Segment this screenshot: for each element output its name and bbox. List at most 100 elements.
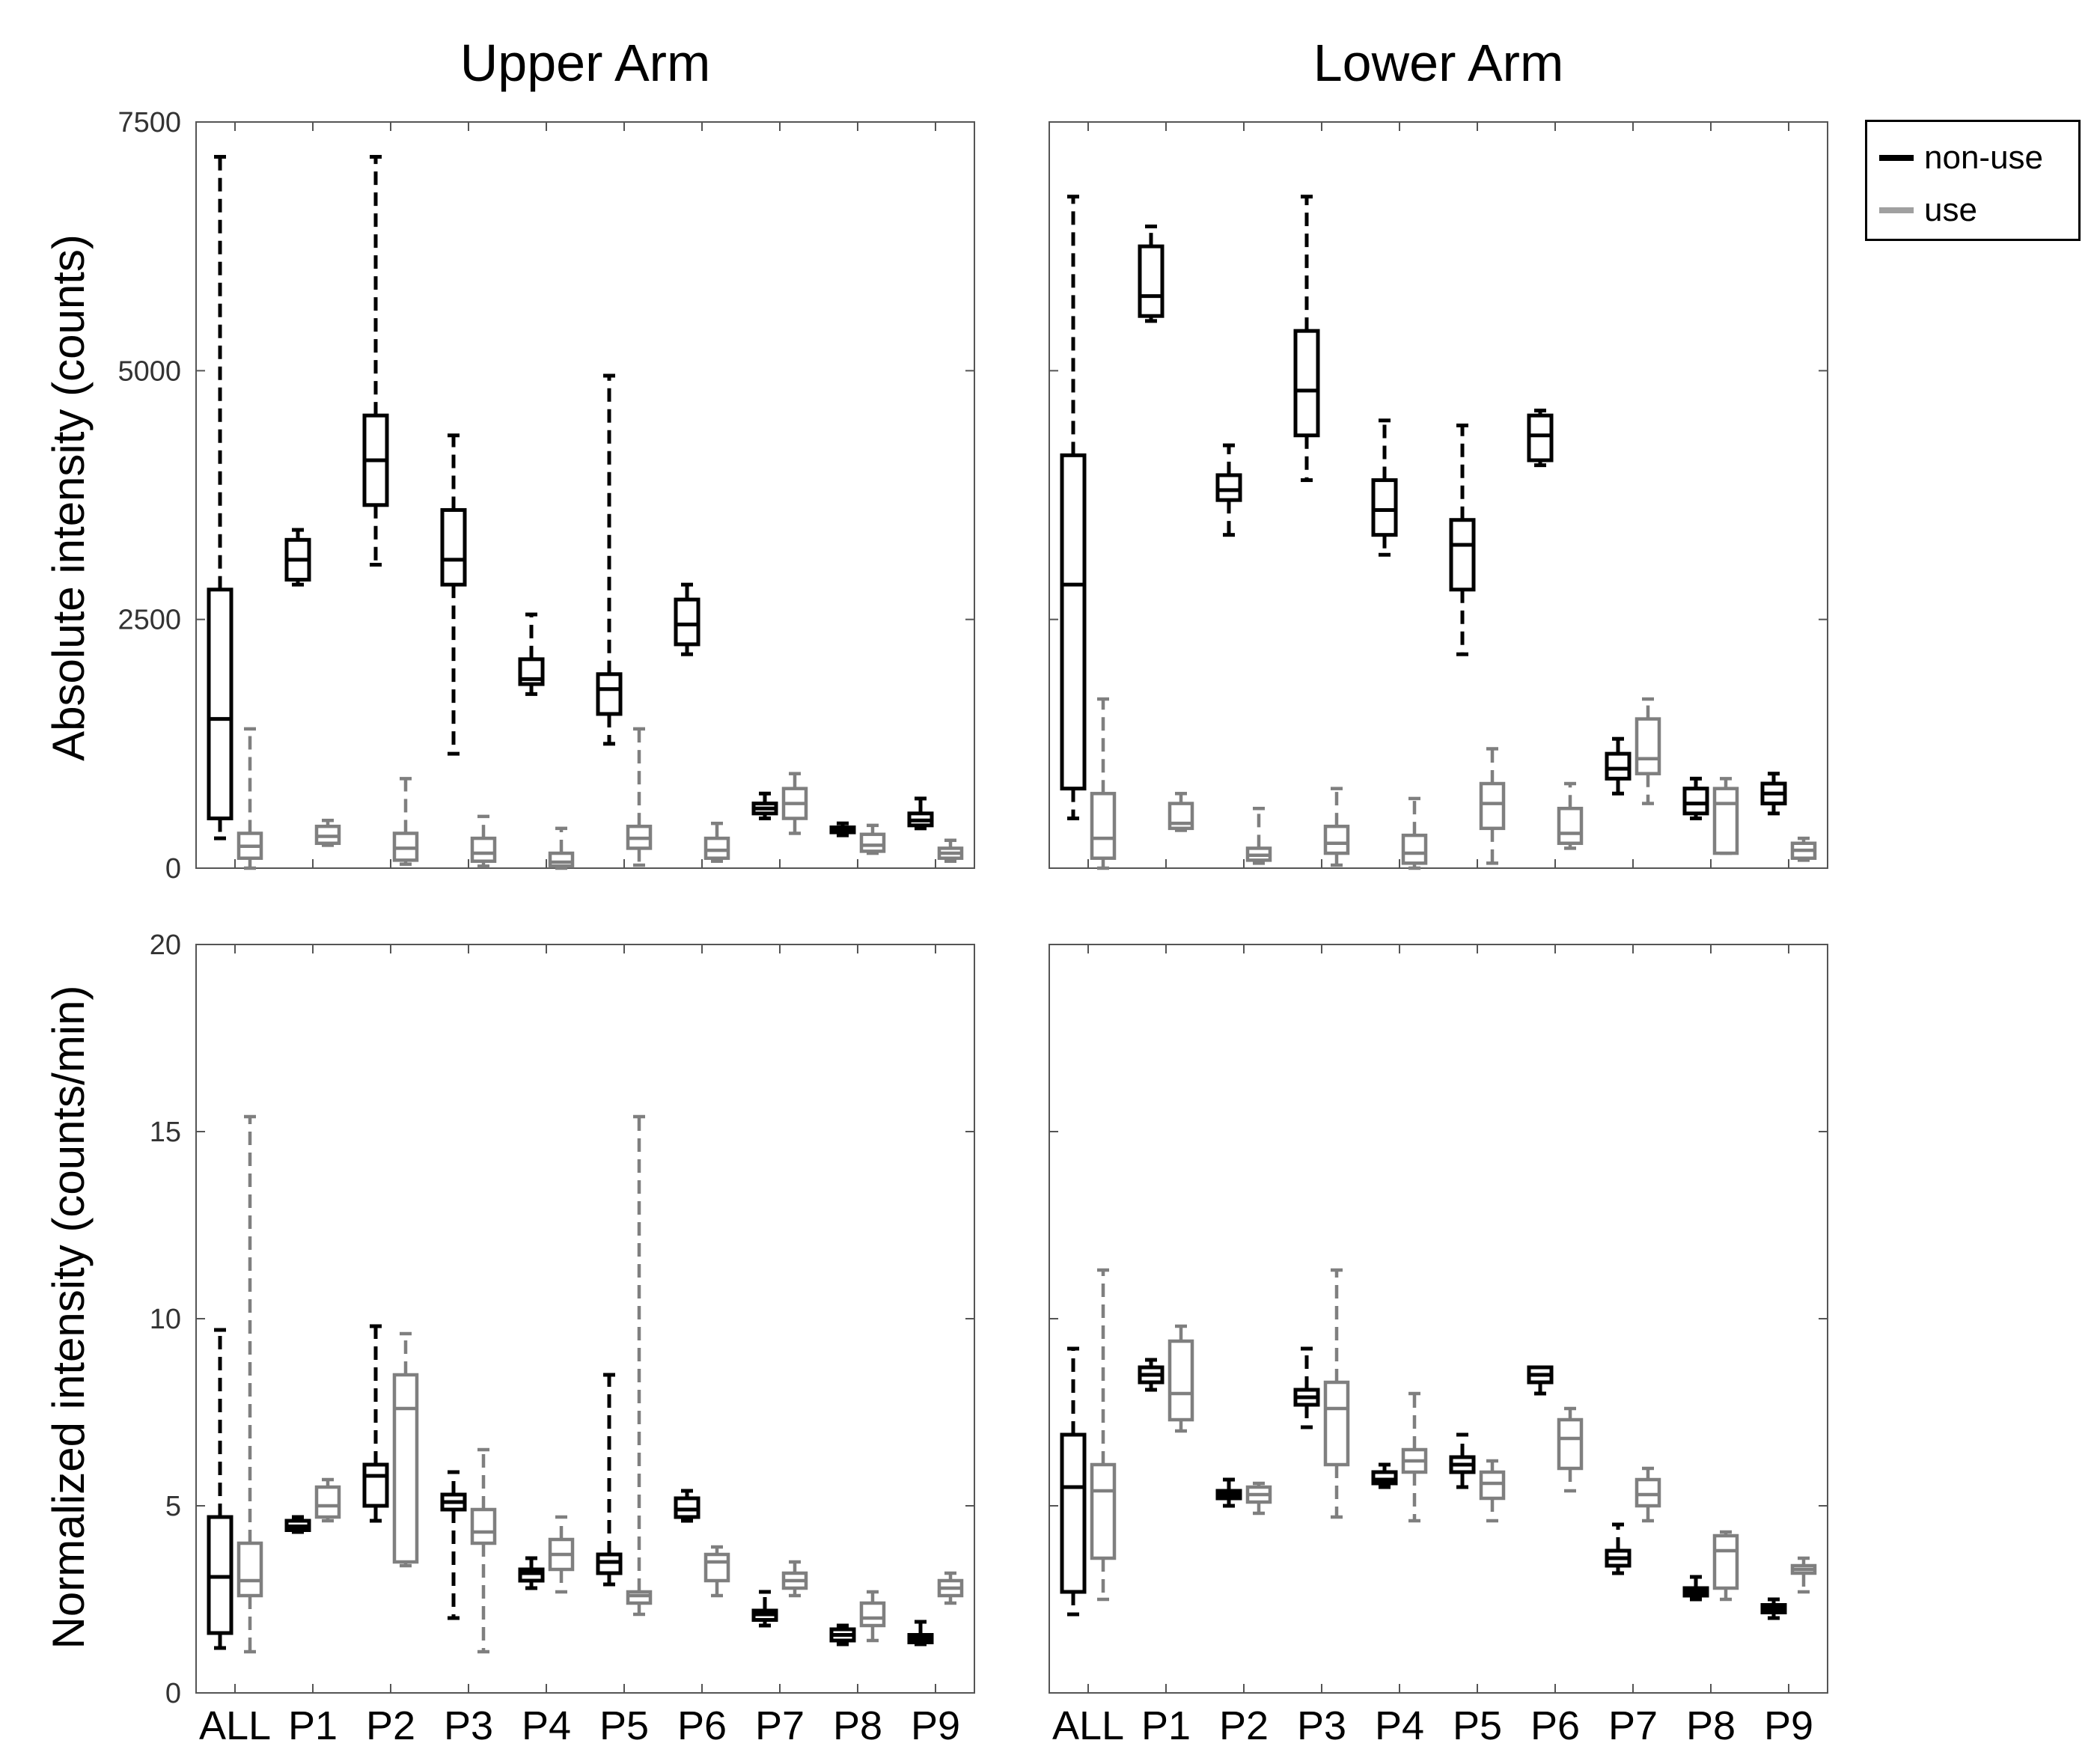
box-use-P6 [703, 821, 730, 863]
box-use-P5 [626, 1114, 653, 1617]
box-iqr [626, 1590, 653, 1605]
box-iqr [236, 1541, 263, 1598]
box-use-ALL [236, 727, 263, 870]
box-non-use-P3 [1293, 1346, 1320, 1429]
y-tick-label: 20 [150, 930, 181, 961]
legend: non-use use [1865, 120, 2081, 241]
box-use-P9 [937, 1571, 964, 1605]
box-iqr [1323, 1380, 1350, 1467]
box-non-use-P1 [1138, 225, 1165, 323]
x-tick-label: P8 [1686, 1703, 1736, 1748]
box-iqr [596, 672, 623, 716]
box-iqr [859, 1601, 886, 1628]
box-non-use-P1 [284, 528, 311, 587]
x-tick-label: P2 [366, 1703, 415, 1748]
plot-frame [195, 121, 975, 869]
box-iqr [1605, 751, 1632, 781]
box-use-P2 [1245, 806, 1272, 865]
box-non-use-P7 [751, 1590, 778, 1628]
box-use-P9 [1790, 1556, 1817, 1594]
x-tick-label: P1 [288, 1703, 338, 1748]
box-non-use-P9 [907, 796, 934, 831]
box-use-P8 [1712, 1530, 1739, 1602]
box-non-use-P9 [907, 1620, 934, 1646]
x-tick-label: P7 [755, 1703, 805, 1748]
box-iqr [362, 1462, 389, 1508]
x-tick-label: P3 [1297, 1703, 1346, 1748]
box-iqr [1323, 824, 1350, 855]
box-use-P3 [1323, 1268, 1350, 1519]
x-tick-label: P5 [599, 1703, 649, 1748]
box-use-P3 [470, 814, 497, 868]
x-tick-label: P5 [1453, 1703, 1502, 1748]
box-iqr [1371, 478, 1398, 537]
box-non-use-P6 [674, 1489, 700, 1523]
box-iqr [1527, 413, 1554, 463]
box-use-P7 [781, 1560, 808, 1598]
box-use-P6 [1557, 1406, 1584, 1493]
y-tick-label: 10 [150, 1304, 181, 1335]
box-use-P1 [1167, 792, 1194, 832]
box-non-use-P2 [362, 155, 389, 567]
plot-frame [1049, 121, 1828, 869]
box-non-use-P3 [440, 433, 467, 756]
panel-upper-arm-absolute: Upper Arm 0 2500 5000 7500 [117, 34, 975, 885]
box-iqr [548, 851, 575, 868]
box-iqr [1634, 717, 1661, 775]
box-non-use-P2 [1215, 443, 1242, 537]
box-use-P8 [859, 823, 886, 855]
box-use-P2 [1245, 1481, 1272, 1516]
x-tick-label: ALL [1052, 1703, 1124, 1748]
box-non-use-P3 [440, 1470, 467, 1620]
box-use-P6 [1557, 781, 1584, 850]
box-use-P1 [314, 818, 341, 847]
box-use-P1 [314, 1477, 341, 1523]
box-non-use-ALL [1060, 195, 1087, 821]
panel-lower-arm-absolute: Lower Arm [1049, 34, 1828, 870]
box-non-use-P6 [1527, 1365, 1554, 1396]
plot-frame [195, 944, 975, 1694]
box-use-P4 [548, 826, 575, 870]
box-non-use-P8 [1682, 1575, 1709, 1602]
box-non-use-ALL [1060, 1346, 1087, 1617]
box-use-P8 [1712, 777, 1739, 855]
box-non-use-P6 [674, 582, 700, 656]
x-tick-label: P8 [833, 1703, 882, 1748]
x-tick-label: P1 [1141, 1703, 1191, 1748]
box-non-use-P4 [518, 1556, 545, 1590]
box-use-P5 [1479, 1459, 1506, 1523]
box-non-use-P8 [1682, 776, 1709, 821]
box-non-use-P4 [1371, 1462, 1398, 1489]
x-tick-label: P4 [522, 1703, 571, 1748]
x-tick-label: P4 [1375, 1703, 1424, 1748]
box-iqr [1634, 1477, 1661, 1508]
box-non-use-P5 [1449, 1432, 1476, 1489]
box-iqr [1712, 1533, 1739, 1590]
box-use-P3 [470, 1447, 497, 1654]
box-non-use-P1 [284, 1515, 311, 1534]
box-non-use-ALL [207, 1328, 233, 1650]
box-iqr [1060, 453, 1087, 791]
panel-upper-arm-normalized: 0 5 10 15 20 ALL P1 P2 P3 P4 P5 P6 P7 P8 P9 [150, 930, 975, 1748]
box-iqr [470, 836, 497, 863]
box-non-use-P9 [1760, 772, 1787, 816]
x-tick-label: P9 [1764, 1703, 1813, 1748]
box-non-use-P5 [596, 1373, 623, 1587]
box-use-P7 [1634, 1466, 1661, 1523]
legend-label-use: use [1924, 192, 1977, 228]
box-use-P9 [937, 838, 964, 863]
x-tick-label: ALL [199, 1703, 271, 1748]
box-non-use-P3 [1293, 195, 1320, 483]
box-iqr [1682, 787, 1709, 816]
box-use-P1 [1167, 1324, 1194, 1433]
box-non-use-P6 [1527, 409, 1554, 468]
box-use-P7 [781, 772, 808, 835]
y-tick-label: 0 [165, 1678, 181, 1709]
box-use-P4 [548, 1515, 575, 1594]
box-iqr [1712, 787, 1739, 855]
box-non-use-P7 [1605, 1522, 1632, 1575]
x-tick-label: P2 [1219, 1703, 1269, 1748]
box-use-P9 [1790, 836, 1817, 862]
x-tick-label: P3 [444, 1703, 493, 1748]
